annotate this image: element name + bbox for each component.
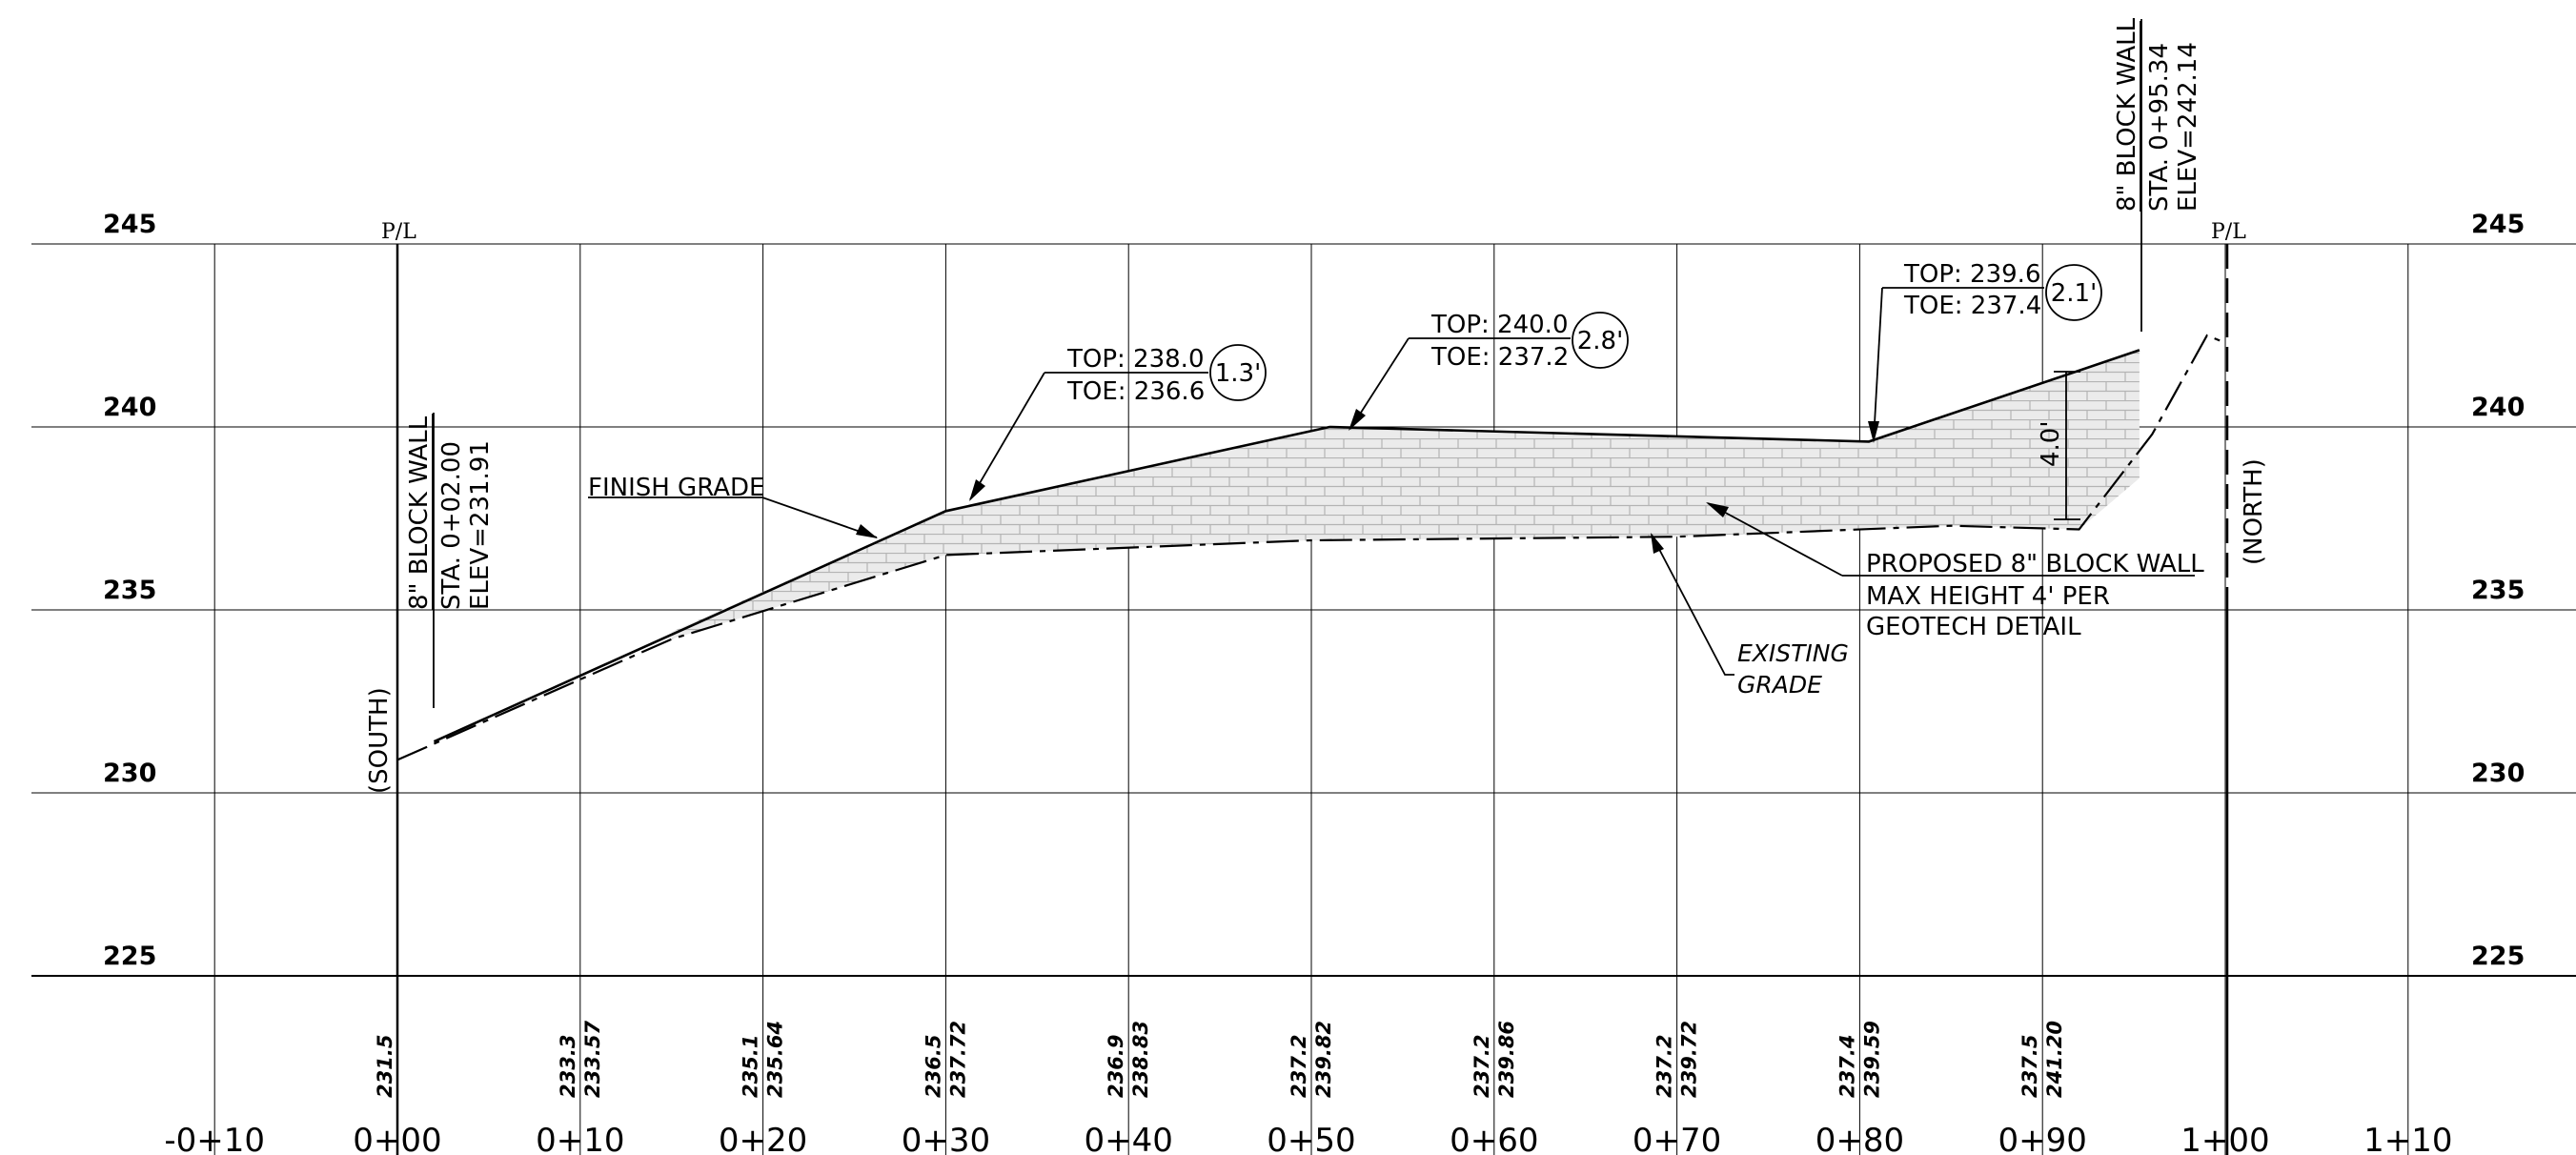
callout-2-height: 2.8': [1577, 327, 1624, 355]
wall-height-label: 4.0': [2037, 421, 2065, 468]
station-labels: -0+10 0+00 0+10 0+20 0+30 0+40 0+50 0+60 0+70 0+8…: [164, 1122, 2452, 1155]
south-label: (SOUTH): [365, 687, 394, 794]
existing-grade-label-2: GRADE: [1737, 671, 1822, 699]
station-label: 0+80: [1815, 1122, 1904, 1155]
north-label: (NORTH): [2240, 458, 2268, 565]
finish-elev-value: 239.59: [1860, 1021, 1883, 1098]
finish-elev-value: 239.72: [1678, 1021, 1701, 1098]
existing-elev-value: 233.3: [557, 1035, 579, 1098]
elev-label-left: 245: [103, 210, 156, 239]
finish-grade-line: [433, 349, 2140, 743]
wall-callout-1: TOP: 238.0 TOE: 236.6 1.3': [969, 344, 1267, 501]
callout-1-height: 1.3': [1215, 359, 1262, 388]
elev-label-left: 225: [103, 942, 156, 971]
north-wall-station: STA. 0+95.34: [2145, 43, 2174, 212]
south-wall-title: 8" BLOCK WALL: [405, 415, 434, 610]
elev-label-right: 225: [2471, 942, 2525, 971]
proposed-wall-line-1: PROPOSED 8" BLOCK WALL: [1866, 550, 2204, 578]
existing-elev-value: 237.2: [1653, 1035, 1676, 1098]
proposed-wall-hatch: [671, 350, 2140, 639]
north-wall-title: 8" BLOCK WALL: [2113, 17, 2141, 212]
south-wall-annotation: 8" BLOCK WALL STA. 0+02.00 ELEV=231.91 (…: [365, 413, 495, 794]
finish-elev-value: 237.72: [946, 1021, 969, 1098]
existing-grade-label-1: EXISTING: [1737, 639, 1849, 667]
finish-elev-value: 241.20: [2043, 1021, 2066, 1098]
station-label: 0+40: [1085, 1122, 1173, 1155]
station-label: 0+60: [1450, 1122, 1538, 1155]
south-wall-elevation: ELEV=231.91: [466, 440, 495, 610]
elev-label-right: 245: [2471, 210, 2525, 239]
property-lines: P/L P/L: [381, 220, 2246, 1155]
existing-elev-value: 235.1: [740, 1035, 762, 1098]
elev-label-right: 230: [2471, 759, 2525, 788]
south-pl-label: P/L: [381, 220, 416, 244]
existing-elev-value: 237.4: [1836, 1035, 1858, 1098]
wall-height-dimension: 4.0': [2037, 371, 2080, 520]
finish-elev-value: 239.86: [1495, 1021, 1518, 1098]
finish-grade-annotation: FINISH GRADE: [588, 474, 878, 538]
south-wall-station: STA. 0+02.00: [437, 441, 466, 610]
station-label: 1+10: [2363, 1122, 2452, 1155]
existing-elev-value: 231.5: [374, 1035, 396, 1098]
callout-1-toe: TOE: 236.6: [1066, 377, 1205, 406]
north-wall-annotation: 8" BLOCK WALL STA. 0+95.34 ELEV=242.14 (…: [2113, 17, 2268, 565]
existing-elev-value: 237.2: [1288, 1035, 1310, 1098]
profile-elevation-values: 231.5 233.3 233.57 235.1 235.64 236.5 237.72 23…: [374, 1021, 2066, 1098]
proposed-wall-line-3: GEOTECH DETAIL: [1866, 613, 2081, 641]
wall-callout-3: TOP: 239.6 TOE: 237.4 2.1': [1868, 260, 2102, 443]
existing-grade-line: [396, 334, 2226, 761]
finish-elev-value: 233.57: [581, 1021, 604, 1098]
station-label: 0+20: [719, 1122, 807, 1155]
elev-label-right: 240: [2471, 393, 2525, 422]
proposed-wall-line-2: MAX HEIGHT 4' PER: [1866, 582, 2110, 611]
callout-2-top: TOP: 240.0: [1430, 311, 1568, 339]
station-label: 0+10: [536, 1122, 624, 1155]
finish-elev-value: 239.82: [1312, 1021, 1335, 1098]
callout-2-toe: TOE: 237.2: [1430, 343, 1569, 372]
existing-elev-value: 236.5: [922, 1035, 944, 1098]
station-label: 0+30: [902, 1122, 990, 1155]
station-label: 0+70: [1633, 1122, 1721, 1155]
callout-3-height: 2.1': [2051, 279, 2098, 308]
elev-label-left: 235: [103, 576, 156, 605]
elev-label-left: 230: [103, 759, 156, 788]
profile-grid: [31, 243, 2576, 1155]
station-label: 0+90: [1998, 1122, 2087, 1155]
existing-grade-annotation: EXISTING GRADE: [1651, 533, 1849, 699]
north-pl-label: P/L: [2211, 220, 2246, 244]
existing-elev-value: 237.2: [1471, 1035, 1493, 1098]
callout-3-height-bubble: [2045, 264, 2102, 321]
finish-elev-value: 235.64: [764, 1021, 787, 1098]
wall-callout-2: TOP: 240.0 TOE: 237.2 2.8': [1349, 311, 1629, 431]
finish-elev-value: 238.83: [1129, 1021, 1152, 1098]
callout-3-toe: TOE: 237.4: [1903, 292, 2041, 320]
station-label: 1+00: [2180, 1122, 2269, 1155]
callout-1-top: TOP: 238.0: [1066, 345, 1204, 374]
proposed-wall-annotation: PROPOSED 8" BLOCK WALL MAX HEIGHT 4' PER…: [1706, 502, 2204, 641]
existing-elev-value: 236.9: [1105, 1035, 1127, 1098]
station-label: -0+10: [164, 1122, 265, 1155]
elev-label-left: 240: [103, 393, 156, 422]
existing-elev-value: 237.5: [2018, 1035, 2041, 1098]
callout-1-height-bubble: [1209, 344, 1267, 401]
elevation-labels: 245 245 240 240 235 235 230 230 225 225: [103, 210, 2525, 971]
callout-2-height-bubble: [1572, 312, 1629, 369]
station-label: 0+50: [1267, 1122, 1355, 1155]
callout-3-top: TOP: 239.6: [1903, 260, 2040, 289]
north-wall-elevation: ELEV=242.14: [2174, 42, 2202, 212]
elev-label-right: 235: [2471, 576, 2525, 605]
